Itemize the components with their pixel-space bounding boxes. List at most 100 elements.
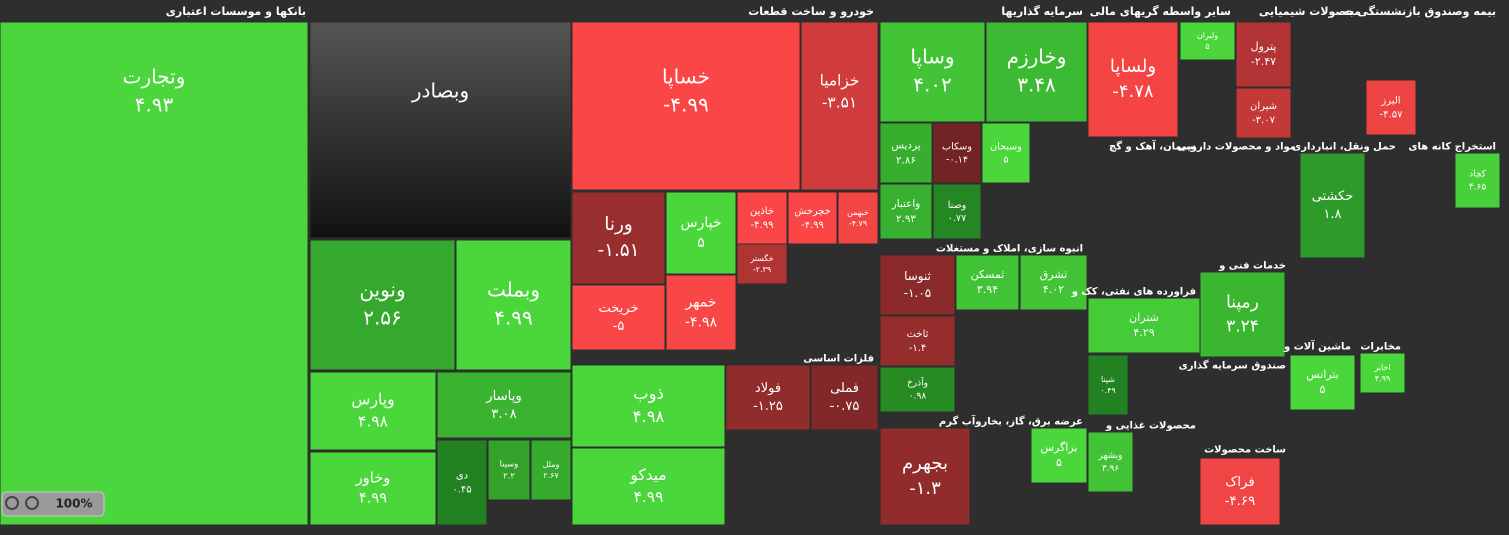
tile-label: ولیران <box>1197 31 1218 40</box>
group-title: ساخت محصولات <box>1204 445 1286 456</box>
tile-label: کچاد <box>1469 170 1487 180</box>
tile[interactable] <box>787 191 838 245</box>
tile[interactable] <box>530 439 572 501</box>
tile[interactable] <box>1359 352 1406 394</box>
tile[interactable] <box>309 239 456 371</box>
group-title: بانکها و موسسات اعتباری <box>166 5 306 18</box>
tile[interactable] <box>665 191 737 275</box>
tile[interactable] <box>309 371 437 451</box>
tile-label: وپاسار <box>485 389 522 404</box>
tile-value: -۲.۳۹ <box>753 265 771 274</box>
tile-value: -۱.۰۵ <box>904 286 931 300</box>
tile-value: ۴.۰۲ <box>913 73 952 97</box>
tile-value: -۱.۲۵ <box>753 399 783 414</box>
tile[interactable] <box>837 191 879 245</box>
tile-label: خپارس <box>681 215 722 231</box>
tile-label: خزامیا <box>820 72 860 90</box>
tile-value: -۴.۶۹ <box>1225 494 1256 509</box>
tile-value: -۲.۴۷ <box>1251 55 1276 68</box>
tile[interactable] <box>981 122 1031 184</box>
tile-label: وملل <box>543 460 560 469</box>
tile[interactable] <box>1199 271 1286 358</box>
tile-label: بترانس <box>1306 368 1339 381</box>
tile[interactable] <box>810 364 879 431</box>
tile[interactable] <box>1289 354 1356 411</box>
tile[interactable] <box>571 191 666 285</box>
tile[interactable] <box>1199 457 1281 526</box>
zoom-in-icon[interactable] <box>25 496 39 510</box>
tile-label: وخارزم <box>1007 45 1067 69</box>
tile[interactable] <box>1365 79 1417 136</box>
tile[interactable] <box>879 366 956 413</box>
tile-value: ۴.۲۹ <box>1133 326 1154 339</box>
tile[interactable] <box>932 183 982 240</box>
tile[interactable] <box>879 183 933 240</box>
tile[interactable] <box>571 364 726 448</box>
tile[interactable] <box>879 122 933 184</box>
tile[interactable] <box>309 21 572 239</box>
tile-value: ۰.۴۵ <box>452 485 471 496</box>
tile-label: فراک <box>1225 475 1255 490</box>
tile-value: ۴.۹۹ <box>359 490 387 507</box>
tile[interactable] <box>1179 21 1236 61</box>
tile-value: ۰.۷۷ <box>948 213 967 224</box>
tile[interactable] <box>1019 254 1088 311</box>
tile[interactable] <box>1299 152 1366 259</box>
tile-value: -۵ <box>613 319 625 334</box>
tile[interactable] <box>1087 354 1129 416</box>
tile-value: ۵ <box>1320 383 1326 396</box>
tile[interactable] <box>955 254 1020 311</box>
tile-label: خریخت <box>599 301 639 316</box>
tile[interactable] <box>1454 152 1501 209</box>
tile-label: وخاور <box>355 469 391 486</box>
tile-value: -۰.۱۴ <box>946 155 968 166</box>
tile[interactable] <box>736 191 788 245</box>
tile[interactable] <box>879 427 971 526</box>
tile[interactable] <box>932 122 982 184</box>
tile[interactable] <box>736 243 788 285</box>
tile[interactable] <box>879 21 986 123</box>
tile[interactable] <box>571 21 801 191</box>
tile[interactable] <box>571 447 726 526</box>
tile[interactable] <box>309 451 437 526</box>
tile-label: پردیس <box>891 140 920 152</box>
tile-value: ۳.۹۴ <box>977 283 998 296</box>
tile[interactable] <box>487 439 531 501</box>
tile[interactable] <box>665 274 737 351</box>
tile[interactable] <box>0 21 309 526</box>
tile[interactable] <box>985 21 1088 123</box>
tile[interactable] <box>455 239 572 371</box>
tile[interactable] <box>1235 21 1292 88</box>
tile-label: خاذین <box>750 206 774 217</box>
tile[interactable] <box>800 21 879 191</box>
group-title: عرضه برق، گاز، بخاروآب گرم <box>939 415 1083 428</box>
tile[interactable] <box>571 284 666 351</box>
tile[interactable] <box>436 371 572 439</box>
tile[interactable] <box>1235 87 1292 139</box>
tile-label: خچرخش <box>794 206 830 217</box>
tile[interactable] <box>1087 21 1179 138</box>
tile-label: دی <box>456 471 468 482</box>
tile-label: رمپنا <box>1226 293 1259 313</box>
tile-value: -۴.۷۸ <box>1112 81 1154 102</box>
tile[interactable] <box>725 364 811 431</box>
zoom-out-icon[interactable] <box>5 496 19 510</box>
group-title: خدمات فنی و <box>1218 261 1286 272</box>
tile-label: وسبحان <box>990 141 1022 152</box>
group-title: مخابرات <box>1360 342 1401 353</box>
tile-value: -۴.۹۹ <box>663 93 709 117</box>
tile-label: واعتبار <box>891 198 921 210</box>
tile[interactable] <box>1030 427 1088 484</box>
tile[interactable] <box>1087 431 1134 493</box>
tile[interactable] <box>436 439 488 526</box>
tile-value: ۵ <box>1205 42 1209 51</box>
tile-label: ثنوسا <box>904 269 931 284</box>
tile-value: -۴.۵۷ <box>1380 110 1404 121</box>
tile[interactable] <box>879 254 956 316</box>
group-title: خودرو و ساخت قطعات <box>748 5 874 18</box>
group-title: سایر واسطه گریهای مالی <box>1090 5 1231 18</box>
tile-value: -۱.۵۱ <box>597 240 639 261</box>
tile-value: ۴.۹۹ <box>634 488 664 506</box>
tile-label: وسینا <box>500 459 519 469</box>
tile[interactable] <box>879 315 956 367</box>
